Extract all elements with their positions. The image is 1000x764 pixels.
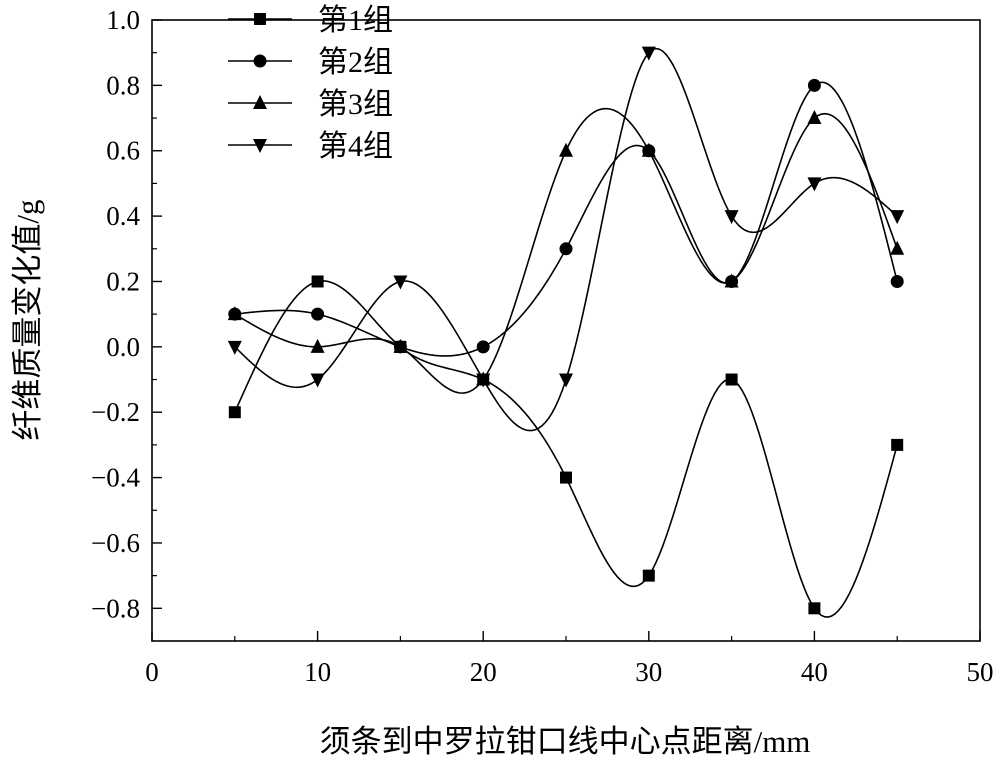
legend-label: 第3组 (318, 88, 393, 121)
data-point-square (311, 275, 324, 288)
data-point-triangle-down (310, 373, 325, 388)
series-4 (227, 46, 905, 432)
legend-item: 第3组 (228, 88, 393, 121)
data-point-square (560, 471, 572, 484)
data-point-triangle-up (393, 338, 408, 353)
data-point-square (891, 438, 904, 451)
data-point-circle (559, 242, 573, 256)
data-point-triangle-down (253, 139, 267, 153)
series-line (234, 81, 898, 357)
x-axis-label: 须条到中罗拉钳口线中心点距离/mm (320, 724, 811, 759)
y-tick-label: −0.6 (91, 528, 140, 558)
x-tick-label: 10 (304, 657, 331, 687)
y-tick-label: 0.4 (106, 201, 140, 231)
data-point-circle (890, 274, 904, 288)
data-point-triangle-up (807, 110, 822, 125)
x-tick-label: 20 (470, 657, 497, 687)
legend-item: 第1组 (228, 4, 393, 37)
data-point-square (642, 569, 655, 582)
data-point-square (228, 406, 241, 419)
data-point-square (808, 602, 821, 615)
data-point-triangle-up (559, 142, 573, 157)
data-point-triangle-up (310, 338, 325, 353)
data-point-triangle-up (890, 240, 905, 255)
data-point-square (725, 373, 738, 386)
data-point-triangle-down (890, 210, 905, 225)
data-point-triangle-down (476, 373, 491, 388)
legend-item: 第2组 (228, 46, 393, 79)
series-layer (227, 46, 905, 618)
y-axis-label: 纤维质量变化值/g (10, 199, 45, 440)
y-tick-label: −0.4 (91, 463, 140, 493)
legend-item: 第4组 (228, 130, 393, 163)
axes: 0 10 20 30 40 50 −0.8 −0.6 −0.4 −0.2 0.0 0.2 0.4 0.6 0… (91, 5, 993, 687)
x-tick-label: 40 (801, 657, 828, 687)
data-point-triangle-up (724, 273, 739, 288)
data-point-triangle-down (393, 275, 408, 290)
series-line (234, 280, 898, 618)
data-point-triangle-down (227, 340, 242, 355)
data-point-triangle-down (724, 210, 739, 225)
data-point-triangle-up (641, 142, 656, 157)
data-point-triangle-up (227, 306, 242, 321)
data-point-triangle-down (559, 373, 573, 388)
data-point-triangle-down (807, 177, 822, 192)
x-tick-label: 30 (635, 657, 662, 687)
series-3 (227, 107, 905, 394)
data-point-square (254, 13, 266, 25)
legend-label: 第4组 (318, 130, 393, 163)
y-tick-label: 0.2 (106, 266, 140, 296)
y-tick-label: 0.0 (106, 332, 140, 362)
y-tick-label: 0.8 (106, 70, 140, 100)
x-tick-label: 0 (145, 657, 159, 687)
data-point-circle (253, 54, 267, 68)
legend-label: 第2组 (318, 46, 393, 79)
y-tick-label: −0.2 (91, 397, 140, 427)
data-point-triangle-down (641, 46, 656, 61)
data-point-circle (311, 307, 325, 321)
x-tick-label: 50 (967, 657, 994, 687)
data-point-triangle-up (253, 95, 267, 109)
legend-label: 第1组 (318, 4, 393, 37)
data-point-circle (807, 78, 821, 92)
y-tick-label: −0.8 (91, 593, 140, 623)
plot-frame (151, 19, 981, 642)
series-1 (228, 275, 904, 618)
y-tick-label: 1.0 (106, 5, 140, 35)
y-tick-label: 0.6 (106, 136, 140, 166)
data-point-circle (476, 340, 490, 354)
